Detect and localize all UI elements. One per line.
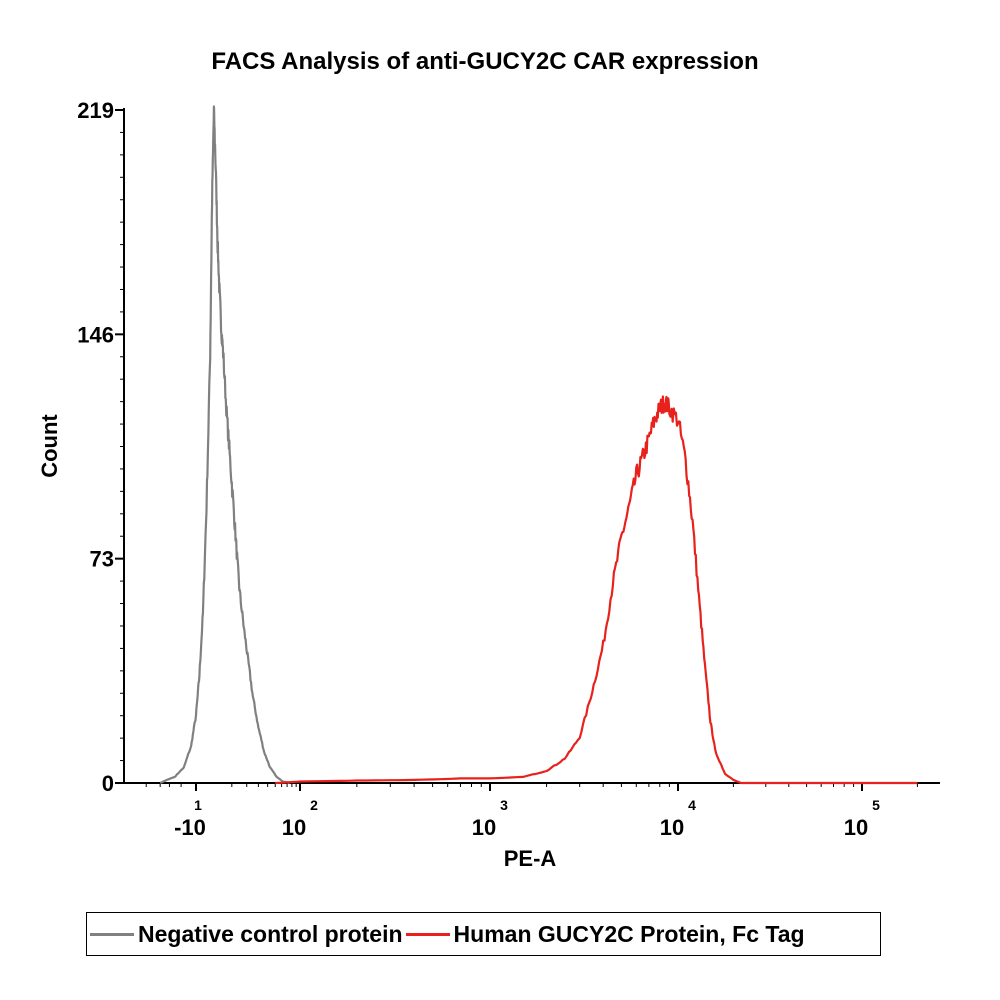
legend: Negative control protein Human GUCY2C Pr… [86,912,881,956]
x-tick-label-exponent: 3 [500,797,508,813]
legend-item-gucy2c: Human GUCY2C Protein, Fc Tag [403,921,805,948]
legend-label-gucy2c: Human GUCY2C Protein, Fc Tag [453,920,805,947]
legend-item-negative: Negative control protein [87,921,403,948]
chart-title: FACS Analysis of anti-GUCY2C CAR express… [211,48,759,75]
x-tick-label-exponent: 4 [688,797,696,813]
x-tick-label-base: 10 [660,815,684,840]
y-tick-label: 146 [77,322,114,347]
x-tick-label-base: 10 [472,815,496,840]
x-tick-label-exponent: 2 [310,797,318,813]
x-tick-label-exponent: 1 [194,797,202,813]
y-tick-label: 0 [102,771,114,796]
y-tick-label: 73 [90,547,114,572]
x-tick-label-exponent: 5 [872,797,880,813]
legend-swatch-gucy2c [405,932,450,936]
series-line-negative-control [159,105,290,785]
x-tick-label-base: 10 [282,815,306,840]
y-axis-label: Count [37,414,62,478]
y-tick-label: 219 [77,98,114,123]
x-tick-label-base: -10 [174,815,206,840]
series-line-human-gucy2c [275,395,918,785]
x-tick-label-base: 10 [844,815,868,840]
legend-label-negative: Negative control protein [138,920,403,947]
curves [159,105,918,785]
legend-swatch-negative [90,932,134,936]
x-axis-label: PE-A [504,846,557,871]
